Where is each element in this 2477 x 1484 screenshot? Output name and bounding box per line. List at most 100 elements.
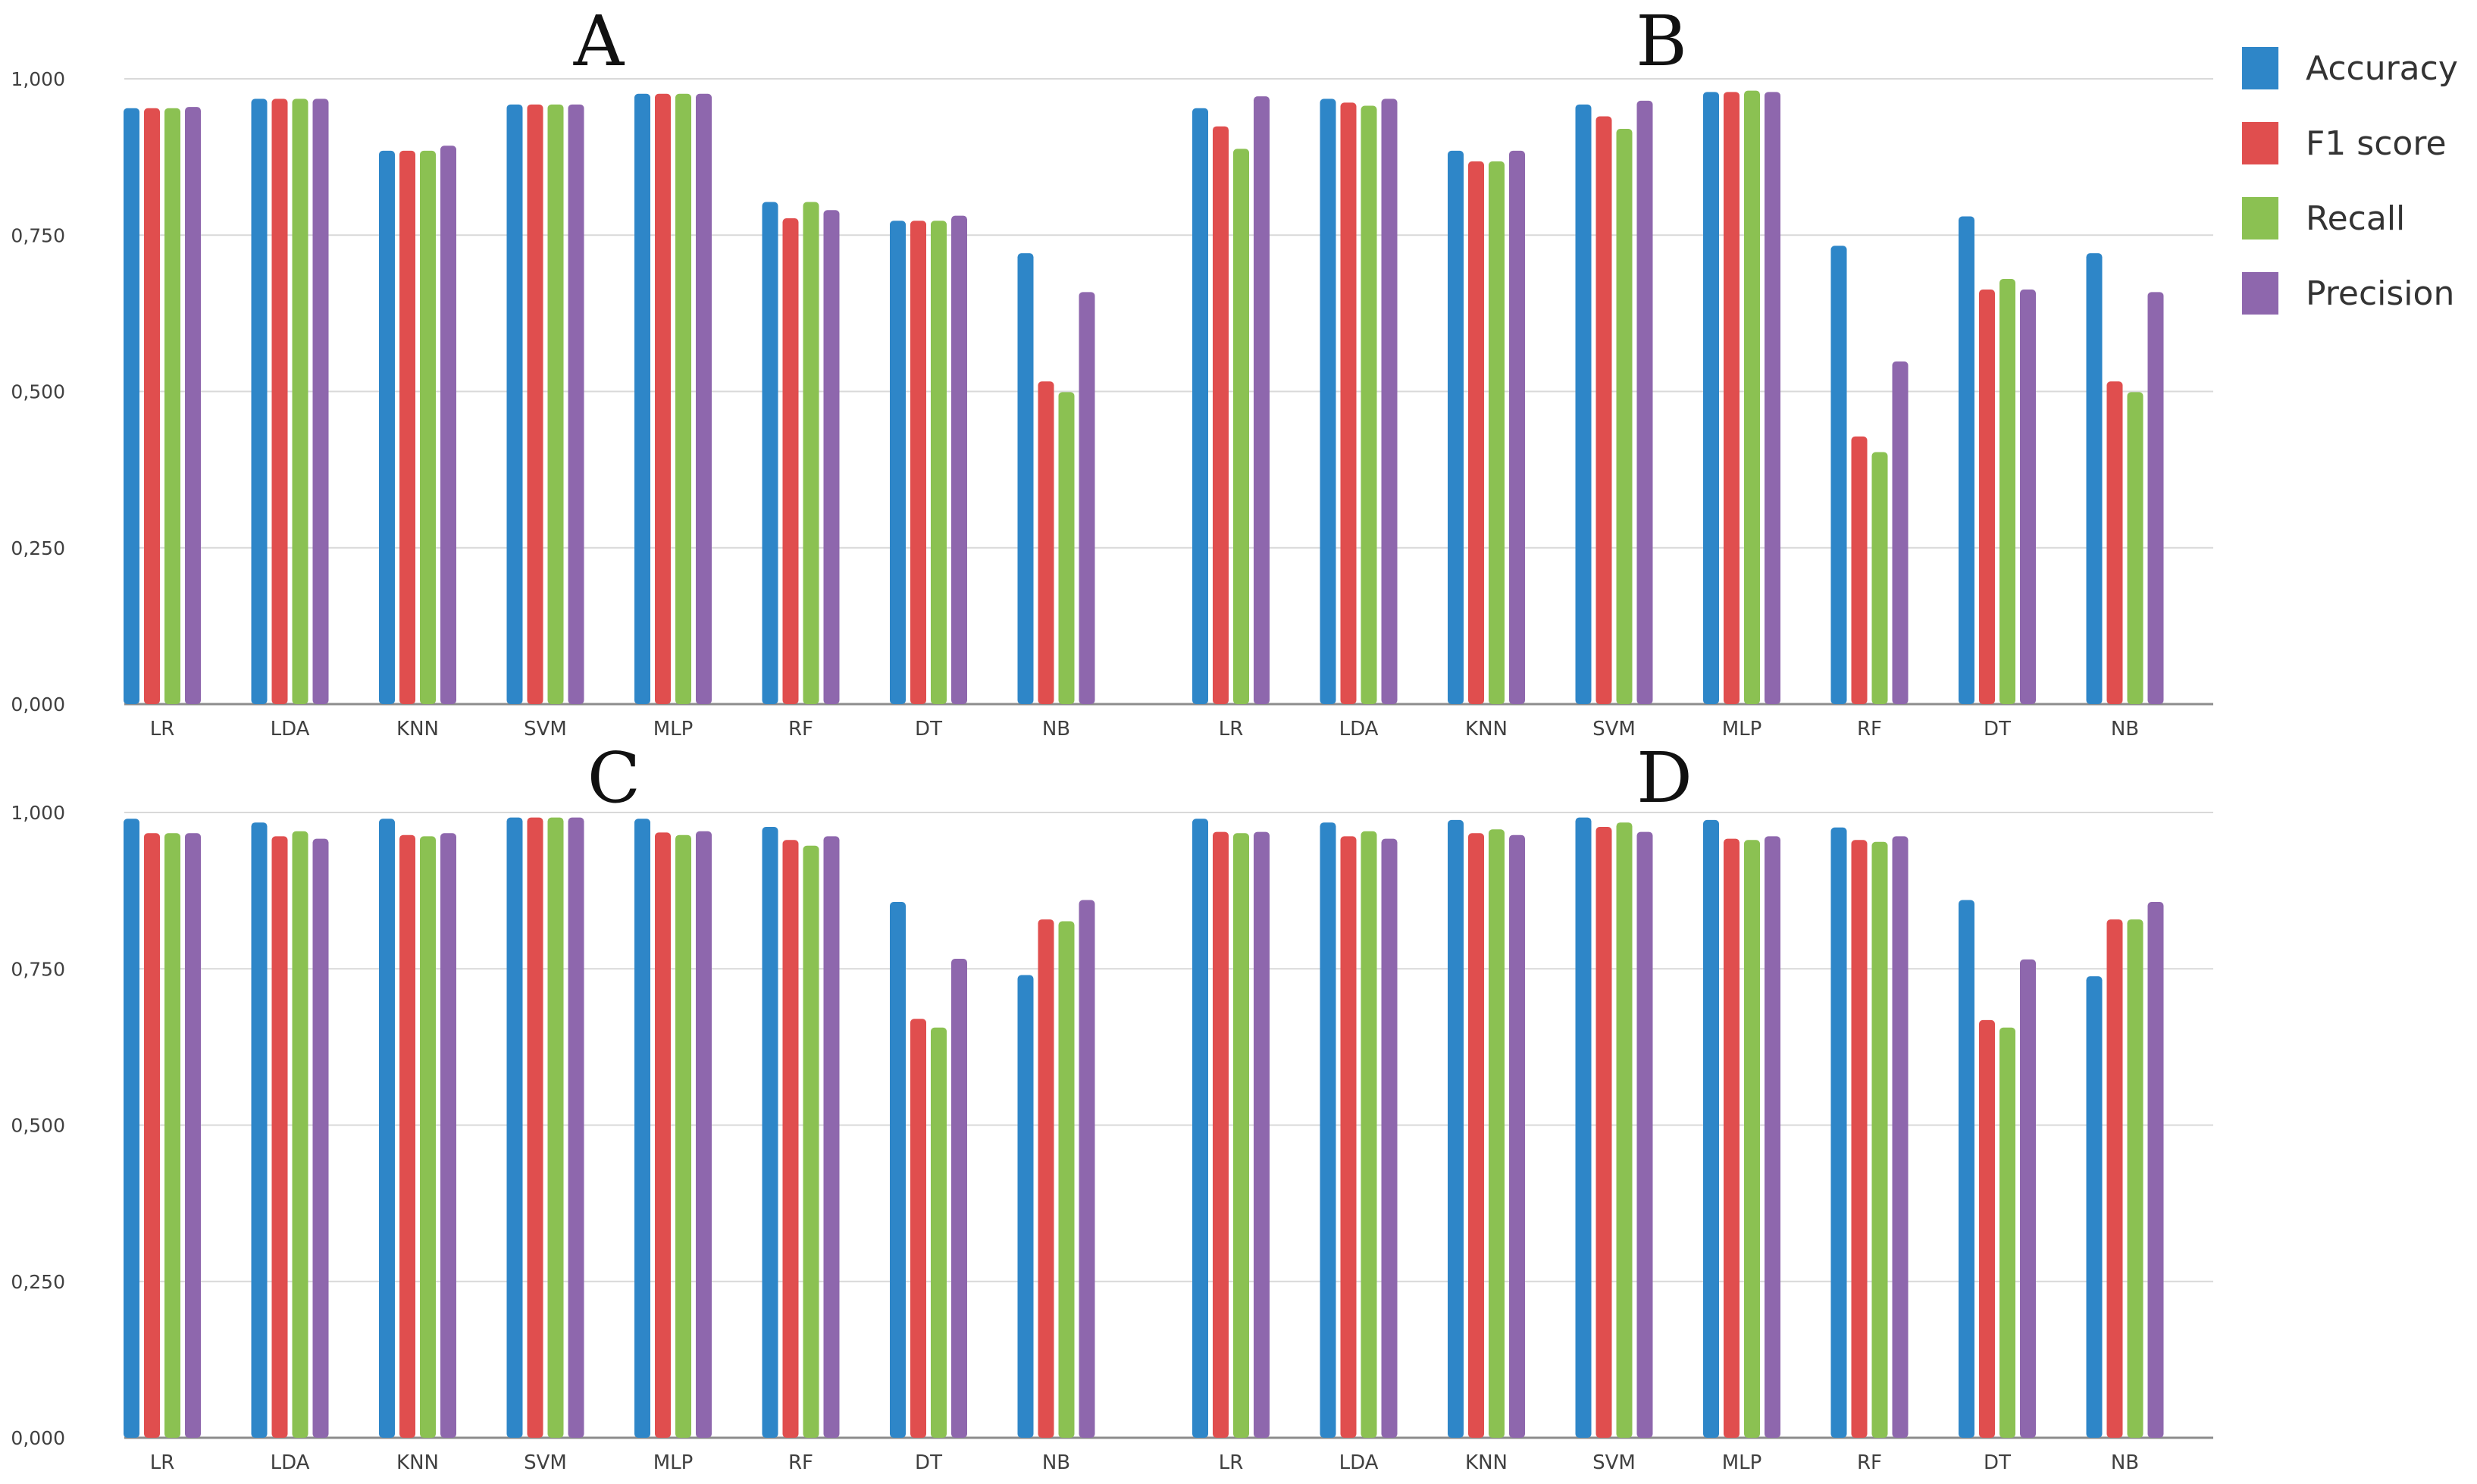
bar-a-knn-recall: [420, 150, 436, 704]
bar-a-nb-precision: [1079, 292, 1095, 704]
bar-d-svm-precision: [1636, 831, 1653, 1438]
chart-panel-c: 0,000 0,250 0,500 0,750 1,000 LR LDA KNN SVM MLP R…: [11, 737, 1137, 1474]
bar-b-svm-precision: [1636, 100, 1653, 704]
x-tick-label: SVM: [1592, 718, 1636, 740]
bar-d-lda-f1-score: [1340, 836, 1357, 1438]
chart-panel-a: 0,000 0,250 0,500 0,750 1,000 LR LDA KNN SVM MLP R…: [11, 1, 1137, 740]
bar-b-nb-accuracy: [2086, 253, 2103, 704]
y-tick-label: 0,250: [11, 537, 65, 559]
legend: Accuracy F1 score Recall Precision: [2242, 47, 2458, 315]
bar-c-mlp-precision: [696, 831, 712, 1438]
bar-d-nb-accuracy: [2086, 976, 2103, 1438]
bar-d-nb-precision: [2147, 901, 2164, 1438]
bar-b-nb-recall: [2127, 392, 2143, 704]
x-tick-label: NB: [1042, 1451, 1070, 1474]
bar-b-rf-f1-score: [1851, 436, 1868, 704]
bar-c-knn-accuracy: [379, 819, 395, 1438]
bar-c-dt-precision: [951, 959, 967, 1438]
bar-d-knn-accuracy: [1448, 819, 1464, 1438]
bar-c-lda-precision: [312, 838, 329, 1438]
bar-c-rf-f1-score: [782, 840, 799, 1438]
y-tick-label: 1,000: [11, 802, 65, 824]
bar-b-mlp-recall: [1744, 90, 1760, 705]
bar-c-lda-f1-score: [271, 836, 288, 1438]
x-tick-label: LDA: [271, 718, 310, 740]
bar-c-mlp-f1-score: [655, 832, 671, 1438]
chart-panel-d: LR LDA KNN SVM MLP RF DT NB D: [1137, 737, 2213, 1474]
panel-label: B: [1636, 1, 1687, 82]
bar-d-mlp-accuracy: [1703, 819, 1719, 1438]
legend-item: Accuracy: [2242, 47, 2458, 89]
y-tick-label: 0,750: [11, 958, 65, 980]
bar-a-lr-precision: [185, 107, 201, 704]
bar-d-knn-recall: [1489, 829, 1505, 1438]
x-tick-label: LR: [1219, 718, 1244, 740]
x-tick-label: LDA: [271, 1451, 310, 1474]
bar-b-knn-recall: [1489, 161, 1505, 704]
bar-d-svm-f1-score: [1595, 826, 1612, 1438]
legend-swatch: [2242, 272, 2278, 315]
bar-a-lda-precision: [312, 99, 329, 704]
bar-b-dt-recall: [1999, 279, 2015, 704]
bar-b-dt-accuracy: [1959, 216, 1974, 704]
x-tick-label: SVM: [1592, 1451, 1636, 1474]
bar-d-rf-accuracy: [1830, 827, 1847, 1438]
x-tick-label: NB: [2111, 1451, 2139, 1474]
bar-d-lr-precision: [1254, 831, 1270, 1438]
bar-c-nb-recall: [1058, 921, 1075, 1438]
legend-item: F1 score: [2242, 122, 2447, 164]
bar-b-lr-accuracy: [1192, 108, 1208, 704]
bar-c-nb-f1-score: [1038, 919, 1054, 1438]
bar-b-svm-f1-score: [1595, 116, 1612, 704]
bar-d-knn-f1-score: [1468, 833, 1484, 1438]
legend-label: F1 score: [2306, 124, 2447, 163]
bar-c-lr-f1-score: [144, 833, 160, 1438]
bar-a-dt-recall: [931, 221, 947, 704]
x-tick-label: RF: [788, 1451, 813, 1474]
bar-d-knn-precision: [1509, 834, 1525, 1438]
bar-b-lr-precision: [1254, 96, 1270, 705]
x-tick-label: LR: [150, 1451, 175, 1474]
x-tick-label: DT: [915, 718, 942, 740]
bar-d-dt-accuracy: [1959, 900, 1974, 1438]
y-tick-label: 0,000: [11, 693, 65, 715]
bar-a-rf-precision: [823, 210, 840, 704]
x-tick-label: LDA: [1339, 718, 1379, 740]
bar-c-rf-precision: [823, 836, 840, 1438]
bar-b-lda-recall: [1361, 105, 1377, 705]
x-tick-label: RF: [1857, 718, 1882, 740]
bar-d-mlp-f1-score: [1724, 838, 1740, 1438]
bar-b-rf-precision: [1892, 361, 1909, 704]
x-tick-label: LR: [150, 718, 175, 740]
bar-d-rf-f1-score: [1851, 840, 1868, 1438]
x-tick-label: LDA: [1339, 1451, 1379, 1474]
bar-c-svm-f1-score: [527, 817, 543, 1438]
legend-swatch: [2242, 122, 2278, 164]
bar-c-knn-f1-score: [399, 834, 415, 1438]
bar-d-rf-recall: [1871, 841, 1888, 1438]
bar-c-mlp-accuracy: [634, 819, 650, 1438]
bar-d-nb-f1-score: [2106, 919, 2123, 1438]
y-tick-label: 0,500: [11, 1115, 65, 1137]
bar-a-knn-accuracy: [379, 150, 395, 704]
x-tick-label: KNN: [1465, 1451, 1508, 1474]
bar-a-svm-f1-score: [527, 104, 543, 704]
bar-b-rf-recall: [1871, 452, 1888, 704]
bar-b-knn-f1-score: [1468, 161, 1484, 704]
bar-a-svm-recall: [547, 104, 564, 704]
bar-d-lr-accuracy: [1192, 819, 1208, 1438]
bar-b-mlp-precision: [1765, 92, 1780, 704]
bar-c-lda-recall: [292, 831, 308, 1438]
bar-c-dt-accuracy: [890, 901, 906, 1438]
panel-label: A: [573, 1, 625, 82]
bar-b-lda-accuracy: [1320, 99, 1336, 704]
x-tick-label: NB: [1042, 718, 1070, 740]
x-tick-label: SVM: [524, 1451, 567, 1474]
legend-item: Recall: [2242, 197, 2405, 240]
x-tick-label: MLP: [653, 1451, 694, 1474]
panels: 0,000 0,250 0,500 0,750 1,000 LR LDA KNN SVM MLP R…: [11, 1, 2213, 1474]
bar-d-nb-recall: [2127, 919, 2143, 1438]
x-tick-label: DT: [915, 1451, 942, 1474]
panel-label: D: [1636, 737, 1693, 819]
bar-a-rf-f1-score: [782, 218, 799, 705]
